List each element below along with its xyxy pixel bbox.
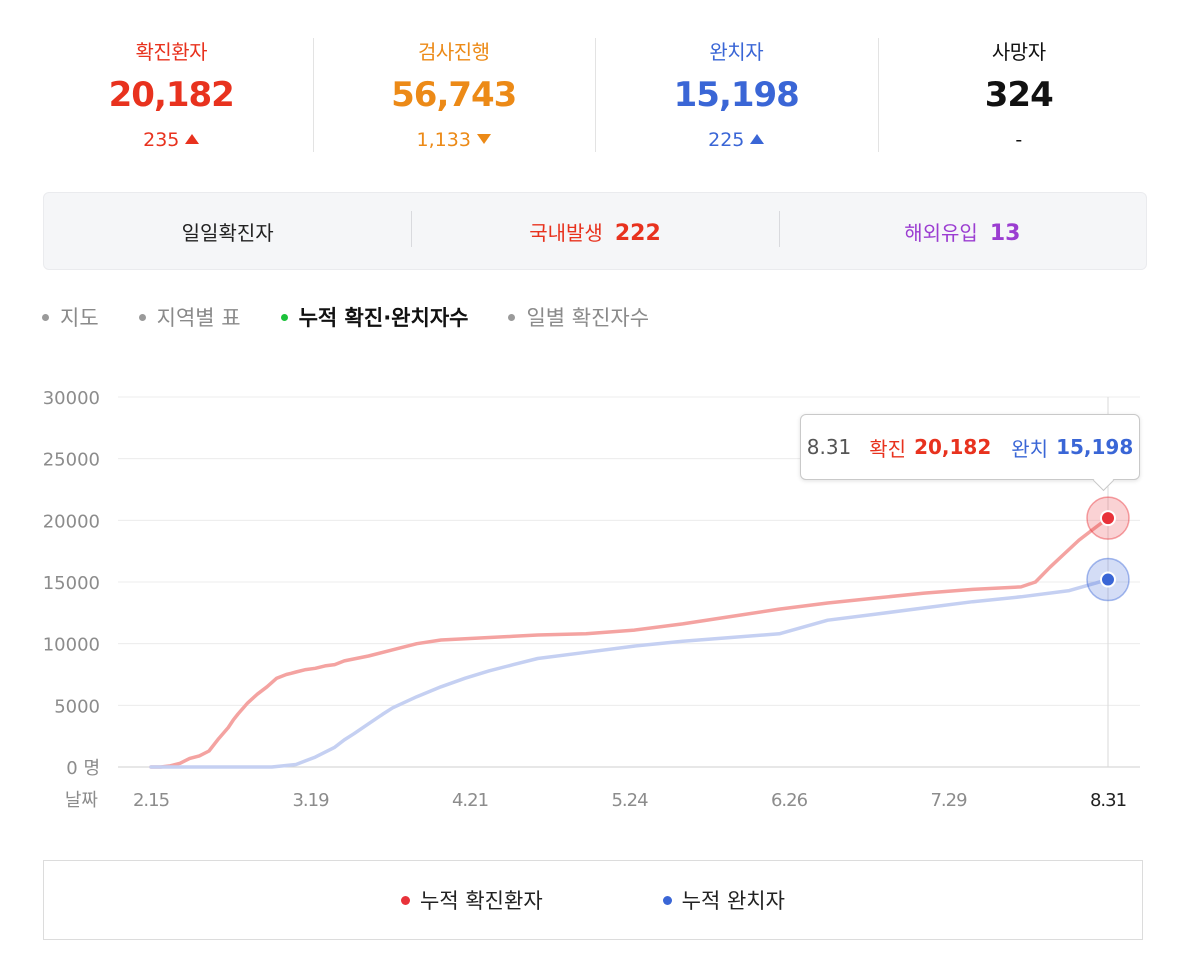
arrow-up-icon — [750, 134, 765, 144]
tooltip-recovered-value: 15,198 — [1056, 435, 1134, 459]
series-line-0 — [149, 516, 1110, 769]
legend-label: 누적 완치자 — [681, 889, 785, 913]
chart-tooltip: 8.31 확진 20,182 완치 15,198 — [800, 414, 1140, 492]
tooltip-confirmed-value: 20,182 — [914, 435, 992, 459]
stat-change-value: - — [1015, 129, 1023, 151]
stat-value: 15,198 — [673, 75, 800, 115]
daily-overseas-label: 해외유입 — [904, 220, 978, 245]
chart-legend: 누적 확진환자 누적 완치자 — [43, 860, 1143, 940]
daily-title: 일일확진자 — [181, 220, 274, 245]
stat-value: 20,182 — [108, 75, 235, 115]
stat-change-value: 1,133 — [416, 129, 471, 151]
y-tick-label: 20000 — [43, 511, 100, 532]
legend-item-confirmed[interactable]: 누적 확진환자 — [401, 885, 543, 915]
series-end-point-0 — [1100, 510, 1116, 527]
x-tick-label: 8.31 — [1090, 790, 1126, 811]
y-tick-label: 30000 — [43, 388, 100, 409]
stat-label: 사망자 — [991, 40, 1046, 64]
tooltip-recovered-label: 완치 — [1011, 436, 1049, 461]
arrow-down-icon — [476, 134, 491, 144]
stat-value: 56,743 — [391, 75, 517, 115]
tab-label: 누적 확진·완치자수 — [298, 306, 469, 330]
stat-value: 324 — [984, 75, 1054, 115]
x-tick-label: 6.26 — [771, 790, 808, 811]
legend-label: 누적 확진환자 — [420, 889, 543, 913]
daily-domestic-value: 222 — [614, 220, 661, 246]
tooltip-date: 8.31 — [806, 435, 852, 459]
stat-deaths: 사망자 324 - — [877, 28, 1161, 158]
bullet-icon — [42, 313, 49, 321]
stat-label: 검사진행 — [417, 40, 490, 64]
y-tick-label: 15000 — [43, 573, 100, 594]
legend-dot-icon — [401, 895, 411, 905]
x-tick-label: 4.21 — [452, 790, 488, 811]
stat-label: 완치자 — [709, 40, 764, 64]
daily-overseas-value: 13 — [989, 220, 1021, 246]
daily-domestic-label: 국내발생 — [529, 220, 603, 245]
stat-change: 235 — [30, 129, 313, 151]
x-tick-label: 2.15 — [133, 790, 169, 811]
series-line-1 — [149, 577, 1110, 769]
series-end-point-1 — [1100, 571, 1116, 588]
stat-change: 1,133 — [313, 129, 596, 151]
bullet-icon — [508, 313, 516, 321]
x-tick-label: 3.19 — [292, 790, 329, 811]
bullet-icon — [280, 313, 288, 321]
y-tick-label: 0 명 — [66, 758, 100, 779]
view-tabs: 지도 지역별 표 누적 확진·완치자수 일별 확진자수 — [42, 302, 689, 332]
bullet-icon — [138, 313, 146, 321]
stat-change-value: 225 — [708, 129, 745, 151]
stat-recovered: 완치자 15,198 225 — [595, 28, 878, 158]
tab-cumulative[interactable]: 누적 확진·완치자수 — [280, 302, 469, 332]
legend-dot-icon — [662, 895, 672, 905]
stat-label: 확진환자 — [135, 40, 208, 64]
y-tick-label: 25000 — [43, 450, 100, 471]
stat-testing: 검사진행 56,743 1,133 — [312, 28, 596, 158]
tab-label: 일별 확진자수 — [526, 306, 650, 330]
tab-label: 지역별 표 — [156, 306, 241, 330]
tab-region-table[interactable]: 지역별 표 — [138, 302, 241, 332]
stat-confirmed: 확진환자 20,182 235 — [30, 28, 313, 158]
y-tick-label: 10000 — [43, 635, 100, 656]
summary-stats: 확진환자 20,182 235 검사진행 56,743 1,133 완치자 15… — [30, 28, 1160, 158]
tab-label: 지도 — [60, 306, 99, 330]
cumulative-line-chart: 0 명 5000 10000 15000 20000 25000 30000 날짜 2.15 3.… — [43, 388, 1140, 811]
arrow-up-icon — [185, 134, 200, 144]
x-tick-label: 5.24 — [611, 790, 648, 811]
daily-confirmed-box: 일일확진자 국내발생 222 해외유입 13 — [43, 192, 1147, 270]
tab-map[interactable]: 지도 — [42, 302, 99, 332]
tab-daily[interactable]: 일별 확진자수 — [508, 302, 649, 332]
tooltip-confirmed-label: 확진 — [869, 436, 907, 461]
daily-overseas: 해외유입 13 — [778, 210, 1146, 247]
daily-domestic: 국내발생 222 — [411, 210, 778, 247]
y-tick-label: 5000 — [54, 696, 100, 717]
stat-change: - — [878, 129, 1161, 151]
stat-change: 225 — [595, 129, 878, 151]
x-tick-label: 7.29 — [930, 790, 967, 811]
x-axis-label: 날짜 — [65, 790, 99, 811]
legend-item-recovered[interactable]: 누적 완치자 — [662, 885, 785, 915]
stat-change-value: 235 — [143, 129, 180, 151]
